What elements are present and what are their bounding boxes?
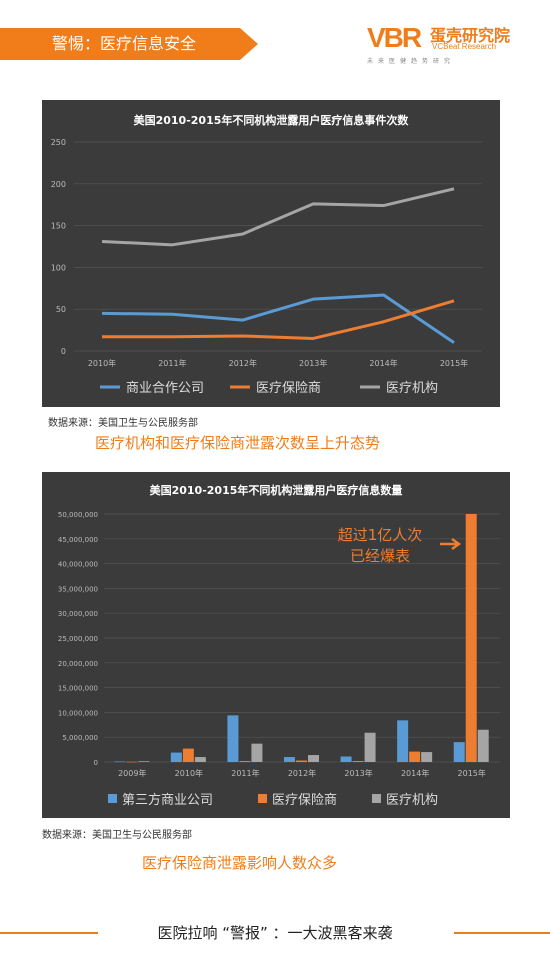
chart2-bar-1 bbox=[296, 760, 307, 762]
chart1-y-tick-label: 0 bbox=[61, 347, 66, 356]
chart2-bar-2 bbox=[477, 729, 489, 762]
chart2-x-tick-label: 2013年 bbox=[344, 768, 372, 778]
logo-english: VCBeat Research bbox=[432, 42, 497, 51]
chart1-x-tick-label: 2011年 bbox=[158, 358, 186, 368]
chart2-bar-0 bbox=[227, 715, 239, 762]
chart2-legend-swatch bbox=[258, 794, 267, 803]
volume-bar-chart-svg: 美国2010-2015年不同机构泄露用户医疗信息数量 0 5,000,000 10,0… bbox=[58, 483, 500, 808]
chart2-bar-1 bbox=[239, 761, 251, 762]
chart2-legend-label: 医疗机构 bbox=[386, 793, 438, 808]
chart2-y-tick-label: 40,000,000 bbox=[58, 561, 98, 569]
chart2-bar-2 bbox=[364, 732, 376, 762]
chart1-x-tick-label: 2014年 bbox=[369, 358, 397, 368]
chart2-y-tick-label: 50,000,000 bbox=[58, 511, 98, 519]
chart2-bar-2 bbox=[308, 755, 319, 762]
chart2-y-tick-label: 35,000,000 bbox=[58, 585, 98, 593]
chart2-y-tick-label: 25,000,000 bbox=[58, 635, 98, 643]
chart1-y-tick-label: 100 bbox=[51, 263, 66, 272]
chart2-x-tick-label: 2014年 bbox=[401, 768, 429, 778]
chart1-y-tick-label: 150 bbox=[51, 222, 66, 231]
chart2-bar-2 bbox=[421, 752, 433, 762]
chart2-bar-1 bbox=[465, 514, 477, 762]
chart2-bar-1 bbox=[182, 748, 194, 762]
chart2-y-tick-label: 30,000,000 bbox=[58, 610, 98, 618]
chart1-series-line-2 bbox=[101, 187, 455, 247]
chart1-legend-label: 医疗保险商 bbox=[256, 381, 321, 396]
logo-name: 蛋壳研究院 bbox=[430, 26, 511, 45]
chart2-bar-0 bbox=[114, 761, 126, 763]
chart1-caption: 医疗机构和医疗保险商泄露次数呈上升态势 bbox=[95, 434, 381, 452]
chart2-bar-1 bbox=[126, 761, 138, 763]
chart1-series-line-1 bbox=[102, 299, 455, 340]
chart2-annotation-line2: 已经爆表 bbox=[350, 547, 410, 565]
chart2-bar-0 bbox=[170, 752, 182, 762]
chart2-annotation-line1: 超过1亿人次 bbox=[338, 526, 423, 544]
header-banner-text: 警惕：医疗信息安全 bbox=[52, 34, 197, 53]
chart1-x-tick-label: 2013年 bbox=[299, 358, 327, 368]
chart2-legend-label: 医疗保险商 bbox=[272, 793, 337, 808]
chart2-caption: 医疗保险商泄露影响人数众多 bbox=[142, 854, 338, 872]
chart1-x-tick-label: 2012年 bbox=[229, 358, 257, 368]
chart1-y-tick-label: 200 bbox=[51, 180, 66, 189]
chart2-annotation-arrow bbox=[440, 537, 462, 551]
chart1-y-tick-label: 250 bbox=[51, 138, 66, 147]
logo-mark: VBR bbox=[367, 22, 422, 53]
chart2-legend-swatch bbox=[108, 794, 117, 803]
chart2-y-tick-label: 20,000,000 bbox=[58, 660, 98, 668]
chart2-x-tick-label: 2009年 bbox=[118, 768, 146, 778]
chart2-bar-0 bbox=[453, 742, 465, 762]
header-banner bbox=[0, 28, 258, 60]
chart2-bar-0 bbox=[340, 756, 352, 762]
footer-line-left bbox=[0, 932, 98, 934]
chart2-y-tick-label: 45,000,000 bbox=[58, 536, 98, 544]
chart2-title: 美国2010-2015年不同机构泄露用户医疗信息数量 bbox=[150, 483, 403, 497]
chart2-y-tick-label: 15,000,000 bbox=[58, 685, 98, 693]
chart1-legend-label: 医疗机构 bbox=[386, 381, 438, 396]
chart2-bar-2 bbox=[251, 743, 263, 762]
footer-text: 医院拉响 “警报” ：一大波黑客来袭 bbox=[157, 924, 393, 942]
chart2-bar-1 bbox=[352, 761, 364, 762]
chart2-bar-2 bbox=[138, 761, 150, 762]
chart2-y-tick-label: 0 bbox=[94, 759, 98, 767]
chart1-series-line-0 bbox=[101, 293, 455, 344]
chart1-x-tick-label: 2010年 bbox=[88, 358, 116, 368]
chart2-legend-swatch bbox=[372, 794, 381, 803]
chart2-y-tick-label: 5,000,000 bbox=[62, 734, 98, 742]
chart2-x-tick-label: 2015年 bbox=[458, 768, 486, 778]
chart2-bar-1 bbox=[409, 751, 421, 762]
chart2-x-tick-label: 2010年 bbox=[175, 768, 203, 778]
chart1-legend-label: 商业合作公司 bbox=[126, 381, 204, 396]
volume-bar-chart: 美国2010-2015年不同机构泄露用户医疗信息数量 0 5,000,000 10,0… bbox=[42, 472, 510, 818]
chart1-y-tick-label: 50 bbox=[56, 305, 66, 314]
chart2-x-tick-label: 2012年 bbox=[288, 768, 316, 778]
chart1-title: 美国2010-2015年不同机构泄露用户医疗信息事件次数 bbox=[134, 113, 410, 127]
chart1-source: 数据来源：美国卫生与公民服务部 bbox=[48, 418, 198, 429]
incidents-line-chart-svg: 美国2010-2015年不同机构泄露用户医疗信息事件次数 0 50 100 150 200… bbox=[51, 113, 482, 396]
footer-line-right bbox=[454, 932, 550, 934]
chart2-bar-0 bbox=[284, 757, 295, 762]
chart2-legend-label: 第三方商业公司 bbox=[122, 792, 213, 808]
chart2-bar-2 bbox=[194, 757, 206, 762]
chart2-bar-0 bbox=[397, 720, 409, 762]
logo-slogan: 未来医健趋势研究 bbox=[367, 58, 456, 65]
chart1-x-tick-label: 2015年 bbox=[440, 358, 468, 368]
incidents-line-chart: 美国2010-2015年不同机构泄露用户医疗信息事件次数 0 50 100 150 200… bbox=[42, 100, 500, 407]
chart2-x-tick-label: 2011年 bbox=[231, 768, 259, 778]
chart2-y-tick-label: 10,000,000 bbox=[58, 709, 98, 717]
chart2-source: 数据来源：美国卫生与公民服务部 bbox=[42, 830, 192, 841]
